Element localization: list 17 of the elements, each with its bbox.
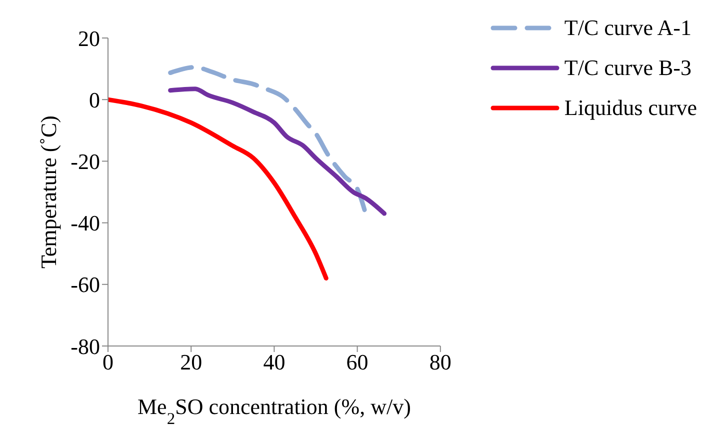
line-series	[108, 97, 328, 280]
y-tick-label: -80	[70, 334, 100, 359]
x-tick-label: 40	[263, 350, 286, 375]
x-axis-title: Me$_{2}$SO concentration (%, w/v)	[138, 394, 411, 428]
y-axis-title: Temperature (˚C)	[36, 116, 61, 268]
line-series	[168, 86, 387, 216]
legend-label: T/C curve B-3	[564, 54, 692, 82]
x-tick-label: 60	[346, 350, 368, 375]
legend-label: Liquidus curve	[564, 94, 697, 122]
y-tick-label: -20	[70, 149, 100, 174]
y-tick-label: 0	[89, 87, 100, 112]
legend-label: T/C curve A-1	[564, 14, 692, 42]
x-tick-label: 20	[180, 350, 202, 375]
y-tick-label: -40	[70, 210, 100, 236]
y-tick-label: 20	[78, 26, 100, 51]
x-tick-label: 80	[429, 350, 452, 375]
y-tick-label: -60	[70, 272, 100, 298]
